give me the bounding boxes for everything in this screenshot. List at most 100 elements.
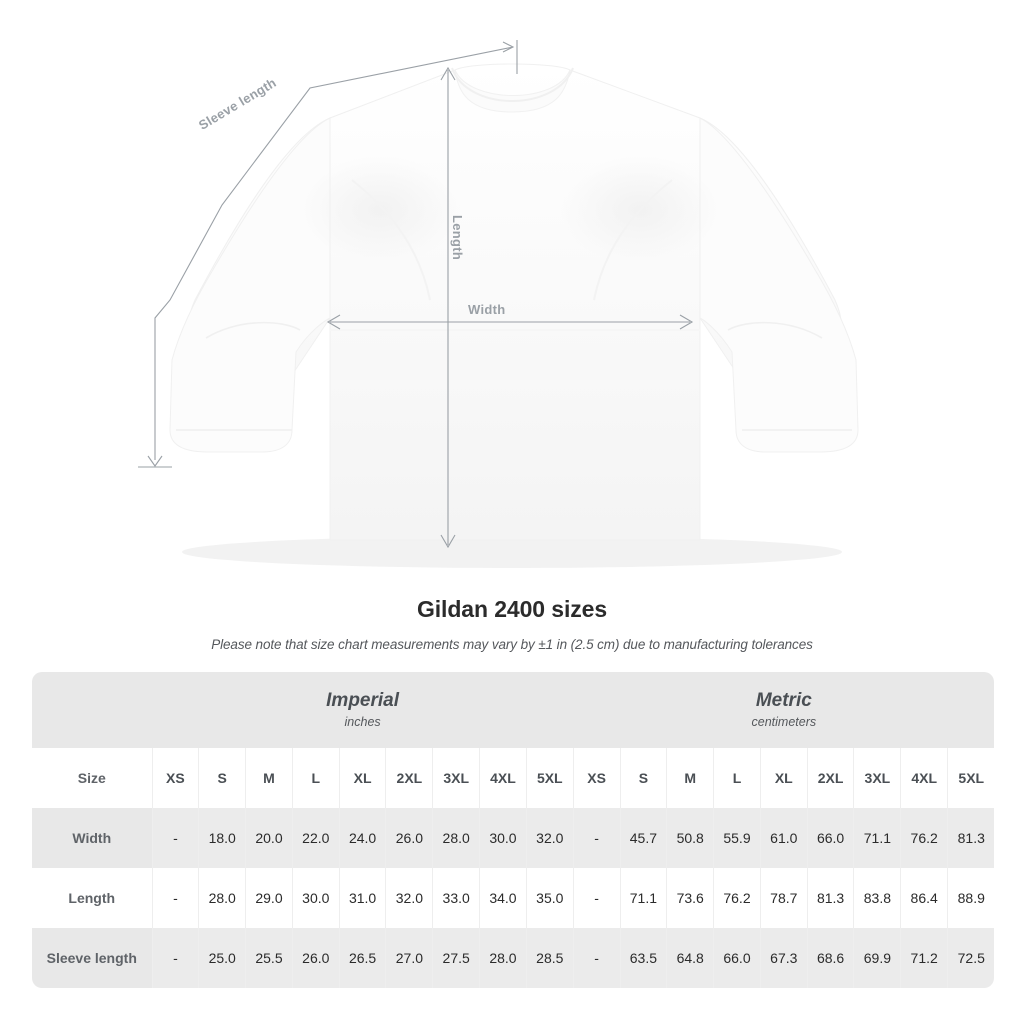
size-header-cell: 3XL [432, 748, 480, 808]
unit-group-imperial: Imperial inches [152, 672, 574, 748]
measurement-cell: 83.8 [853, 868, 901, 928]
measurement-cell: 26.0 [291, 928, 340, 988]
unit-group-sub: centimeters [751, 714, 817, 729]
measurement-cell: 81.3 [806, 868, 854, 928]
measurement-cell: 20.0 [245, 808, 293, 868]
measurement-cell: - [572, 808, 620, 868]
page-title: Gildan 2400 sizes [416, 596, 608, 622]
measurement-cell: 69.9 [853, 928, 901, 988]
size-header-cell: XS [572, 748, 620, 808]
measurement-cell: 71.1 [619, 868, 667, 928]
measurement-cell: 50.8 [666, 808, 714, 868]
measurement-cell: 67.3 [759, 928, 808, 988]
measurement-cell: 29.0 [245, 868, 293, 928]
size-header-cell: S [619, 748, 667, 808]
garment-diagram: Sleeve length Length Width [138, 40, 859, 568]
size-chart-table: Imperial inches Metric centimeters Size XS S M L… [32, 672, 994, 988]
measurement-cell: 35.0 [525, 868, 574, 928]
size-header-cell: L [713, 748, 761, 808]
size-header-cell: M [666, 748, 714, 808]
unit-group-metric: Metric centimeters [573, 672, 994, 748]
measurement-cell: 72.5 [947, 928, 994, 988]
size-header-cell: 5XL [525, 748, 574, 808]
measurement-cell: 66.0 [806, 808, 854, 868]
measurement-cell: 55.9 [713, 808, 761, 868]
measurement-cell: 76.2 [713, 868, 761, 928]
measurement-cell: 18.0 [198, 808, 246, 868]
width-label: Width [468, 302, 506, 317]
table-row: Sleeve length -25.0 25.5 26.0 26.5 27.0 27.5 28… [32, 928, 994, 988]
measurement-cell: 25.0 [198, 928, 246, 988]
sleeve-arrow-bottom [147, 455, 163, 467]
measurement-cell: 88.9 [947, 868, 994, 928]
size-header-cell: S [198, 748, 246, 808]
unit-row-spacer [32, 672, 152, 748]
measurement-cell: 66.0 [713, 928, 761, 988]
measurement-cell: 26.5 [338, 928, 386, 988]
length-arrow-top [440, 66, 456, 81]
measurement-cell: 63.5 [619, 928, 667, 988]
measurement-cell: 28.0 [432, 808, 480, 868]
measurement-cell: 30.0 [291, 868, 340, 928]
measurement-cell: 76.2 [900, 808, 948, 868]
table-row: Width -18.0 20.0 22.0 24.0 26.0 28.0 30.0 32.0-4… [32, 808, 994, 868]
measurement-cell: 25.5 [245, 928, 293, 988]
size-header-cell: M [245, 748, 293, 808]
measurement-cell: - [151, 868, 199, 928]
measurement-cell: 64.8 [666, 928, 714, 988]
measurement-cell: 28.0 [198, 868, 246, 928]
measurement-cell: - [572, 928, 620, 988]
unit-group-name: Metric [755, 690, 812, 712]
measurement-cell: 22.0 [291, 808, 340, 868]
unit-group-sub: inches [344, 714, 381, 729]
measurement-cell: 34.0 [479, 868, 527, 928]
measurement-cell: - [151, 808, 199, 868]
shirt-shape [169, 63, 859, 541]
unit-header-row: Imperial inches Metric centimeters [32, 672, 994, 748]
size-chart-table-container: Imperial inches Metric centimeters Size XS S M L… [32, 672, 994, 988]
measurement-cell: 26.0 [385, 808, 433, 868]
shirt-illustration [138, 40, 859, 568]
measurement-cell: - [151, 928, 199, 988]
size-header-cell: XL [338, 748, 386, 808]
size-header-cell: 2XL [806, 748, 854, 808]
measurement-cell: 32.0 [385, 868, 433, 928]
width-arrow-left [326, 314, 341, 330]
size-header-cell: 4XL [900, 748, 948, 808]
measurement-cell: 78.7 [759, 868, 808, 928]
chart-heading: Gildan 2400 sizes Please note that size … [0, 596, 1024, 652]
measurement-cell: 61.0 [759, 808, 808, 868]
measurement-cell: 86.4 [900, 868, 948, 928]
measurement-cell: 27.0 [385, 928, 433, 988]
length-label: Length [450, 215, 465, 261]
size-header-cell: 5XL [947, 748, 994, 808]
measurement-cell: 30.0 [479, 808, 527, 868]
width-arrow-right [679, 314, 694, 330]
size-header-cell: L [291, 748, 340, 808]
size-header-cell: 4XL [479, 748, 527, 808]
tolerance-note: Please note that size chart measurements… [211, 637, 813, 652]
unit-group-name: Imperial [326, 690, 400, 712]
measurement-cell: 71.1 [853, 808, 901, 868]
sleeve-arrow-head [502, 41, 515, 53]
length-arrow-bottom [440, 534, 456, 549]
size-header-row: Size XS S M L XL 2XL 3XL 4XL 5XL XS S M L XL 2XL 3XL 4XL 5… [32, 748, 994, 808]
shirt-shadow [182, 536, 842, 568]
measurement-cell: 33.0 [432, 868, 480, 928]
measurement-cell: 28.0 [479, 928, 527, 988]
measurement-cell: 24.0 [338, 808, 386, 868]
size-header-cell: 3XL [853, 748, 901, 808]
measurement-cell: 27.5 [432, 928, 480, 988]
size-header-cell: 2XL [385, 748, 433, 808]
row-label: Width [32, 808, 152, 868]
measurement-cell: 32.0 [525, 808, 574, 868]
measurement-guides [138, 40, 694, 549]
size-header-cell: XS [151, 748, 199, 808]
measurement-cell: 81.3 [947, 808, 994, 868]
measurement-cell: 71.2 [900, 928, 948, 988]
measurement-cell: 73.6 [666, 868, 714, 928]
measurement-cell: 28.5 [525, 928, 574, 988]
row-label: Length [32, 868, 152, 928]
row-label: Sleeve length [32, 928, 152, 988]
measurement-cell: 31.0 [338, 868, 386, 928]
